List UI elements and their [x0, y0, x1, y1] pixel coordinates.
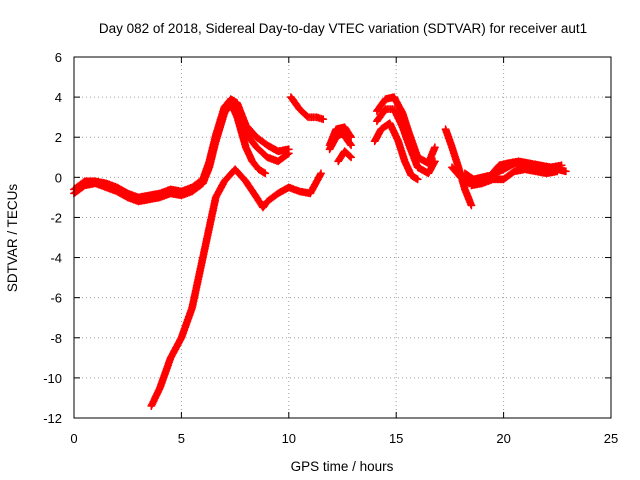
- series-trace-4: [147, 165, 325, 410]
- x-tick-label: 10: [282, 431, 296, 446]
- y-tick-label: -10: [43, 371, 62, 386]
- y-tick-label: -8: [50, 331, 62, 346]
- axis-ticks: 0 5 10 15 20 25 -12 -10 -8 -6 -4 -2 0 2 4 6: [43, 50, 618, 446]
- series-trace-10: [372, 105, 439, 178]
- series-trace-7: [325, 123, 356, 150]
- series-trace-5: [286, 93, 328, 124]
- y-tick-label: -12: [43, 411, 62, 426]
- y-axis-label: SDTVAR / TECUs: [5, 184, 20, 293]
- x-tick-label: 20: [496, 431, 510, 446]
- plot-frame: [73, 56, 612, 419]
- y-tick-label: 0: [55, 170, 62, 185]
- y-tick-label: -4: [50, 251, 62, 266]
- x-tick-label: 5: [178, 431, 185, 446]
- x-axis-label: GPS time / hours: [291, 459, 394, 474]
- series-trace-8: [334, 147, 356, 166]
- y-tick-label: 4: [55, 90, 62, 105]
- y-tick-label: 2: [55, 130, 62, 145]
- series-trace-11: [370, 119, 422, 184]
- series-trace-15: [467, 165, 562, 190]
- y-tick-label: -2: [50, 210, 62, 225]
- x-tick-label: 0: [70, 431, 77, 446]
- series-layer: [70, 93, 570, 410]
- series-trace-14: [460, 157, 566, 184]
- grid: [74, 57, 611, 418]
- y-tick-label: 6: [55, 50, 62, 65]
- series-trace-9: [372, 93, 439, 168]
- chart-title: Day 082 of 2018, Sidereal Day-to-day VTE…: [99, 21, 587, 36]
- x-tick-label: 25: [604, 431, 618, 446]
- series-trace-3: [211, 99, 270, 178]
- series-trace-12: [441, 125, 476, 210]
- y-tick-label: -6: [50, 291, 62, 306]
- x-tick-label: 15: [389, 431, 403, 446]
